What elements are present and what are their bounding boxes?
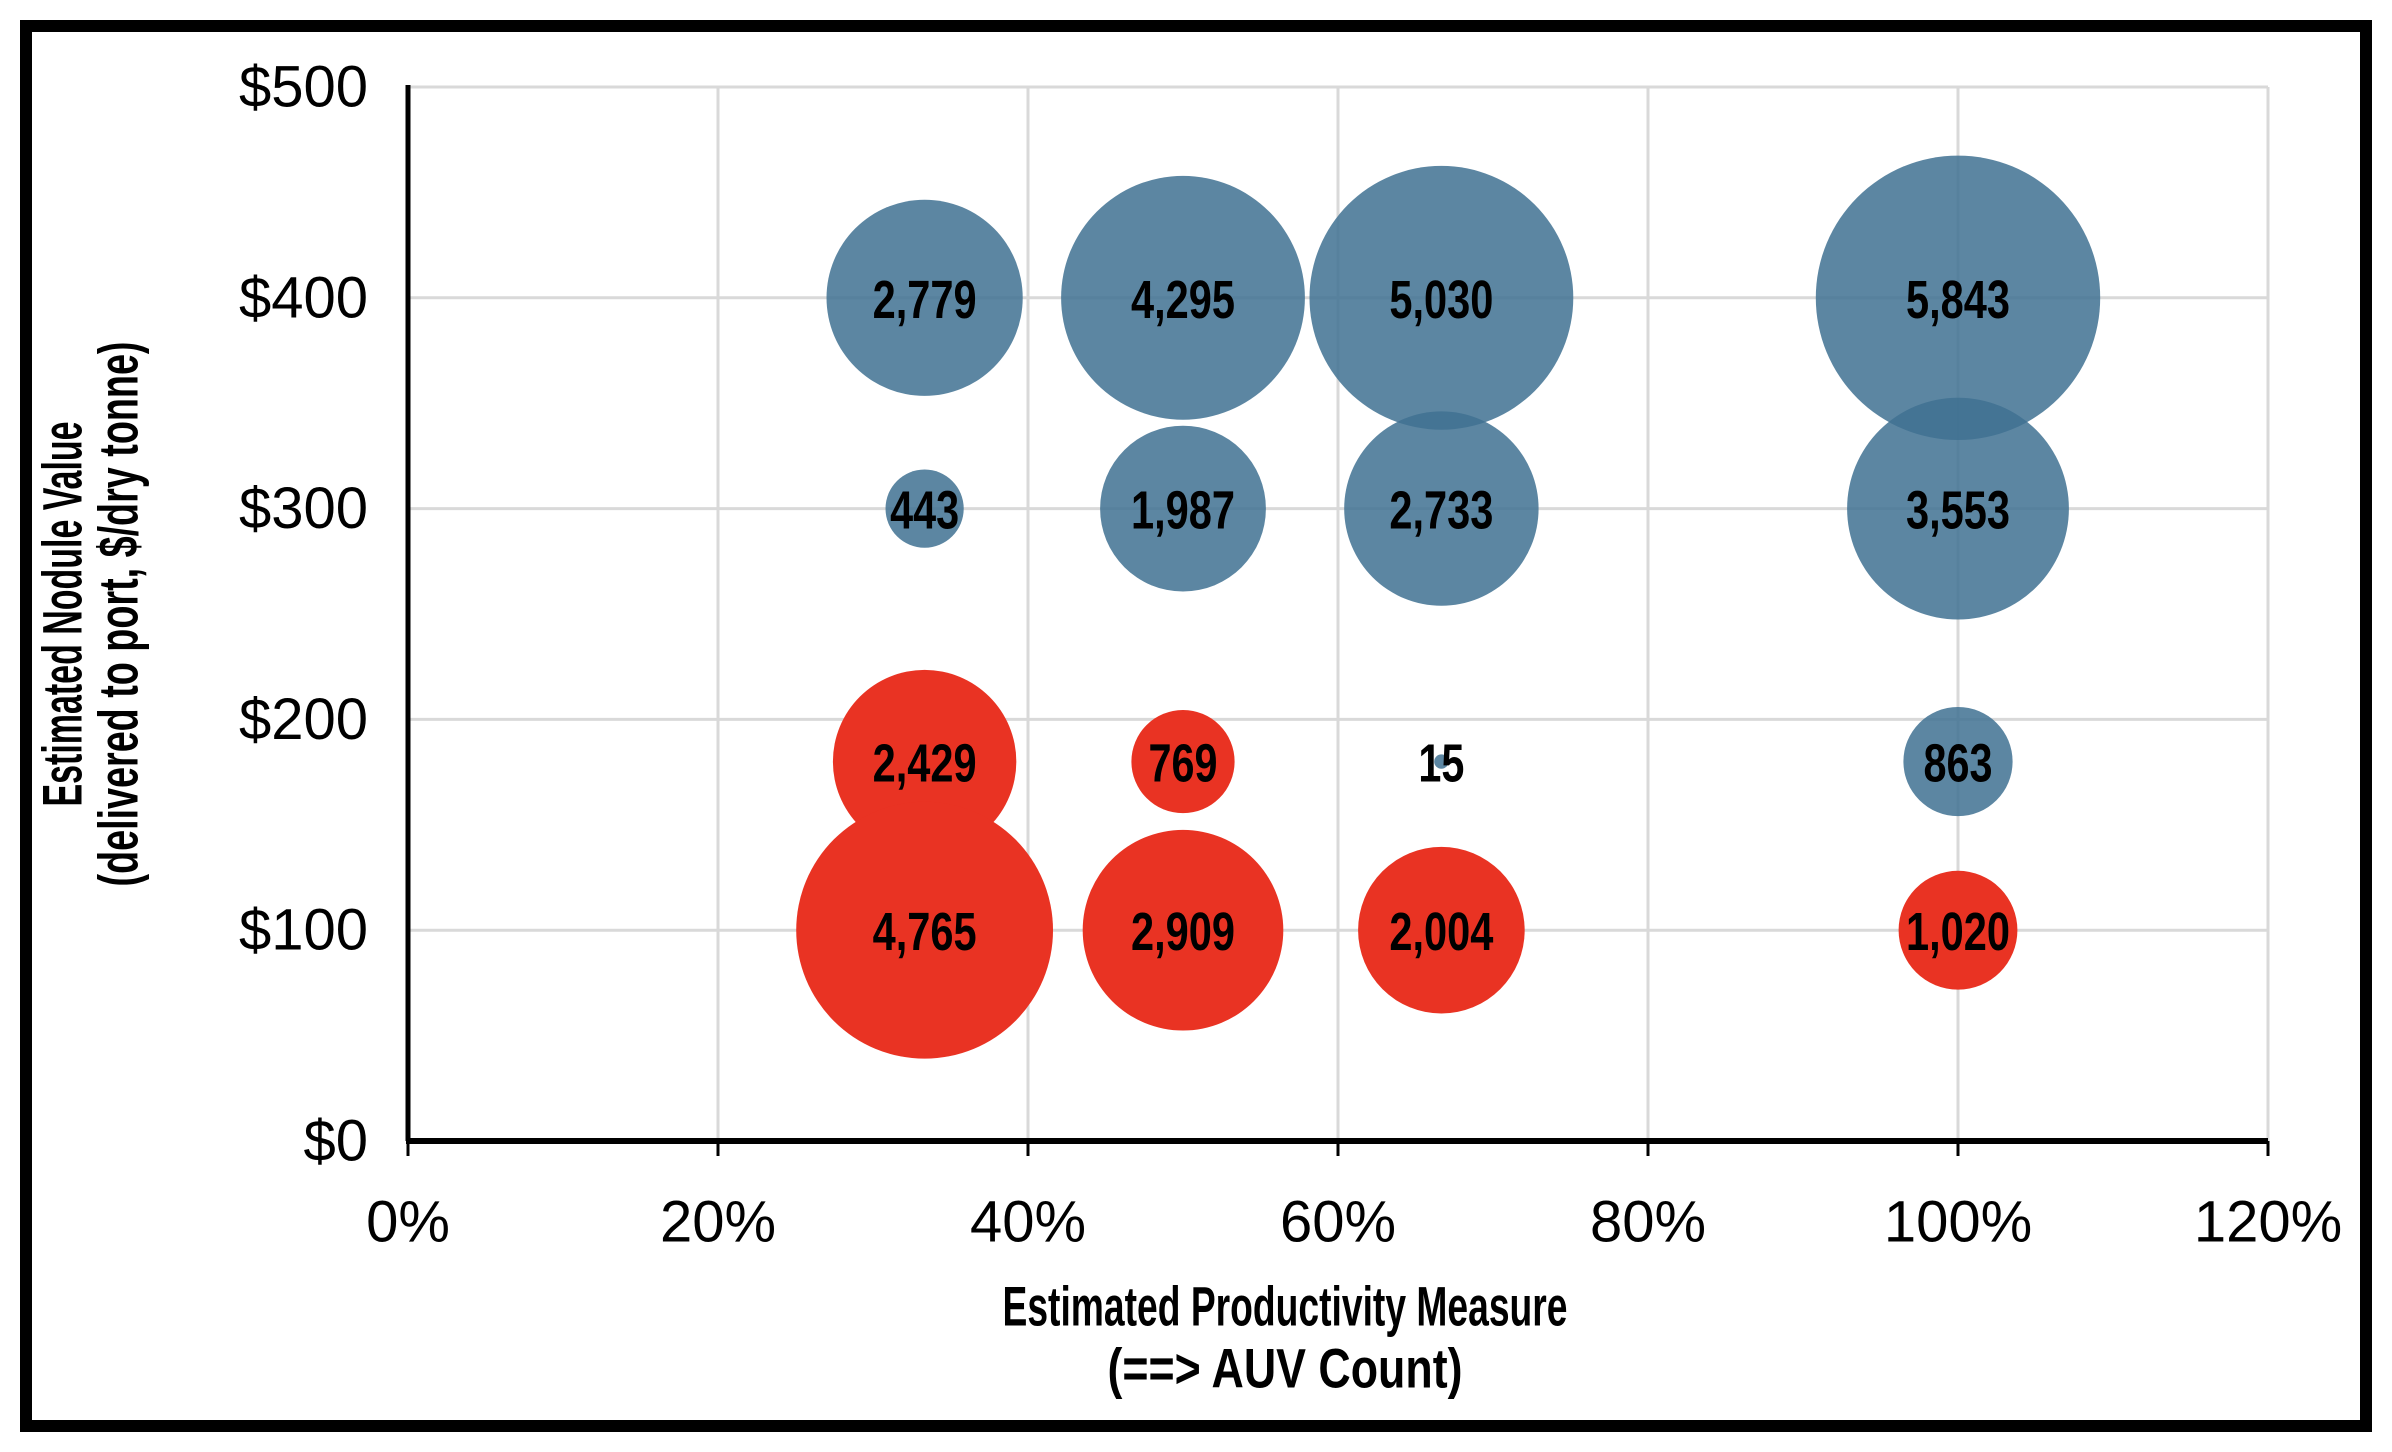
y-tick-label-$100: $100 <box>239 898 368 963</box>
x-tick-label-60%: 60% <box>1280 1190 1396 1255</box>
bubble-label-4,295: 4,295 <box>1131 270 1235 330</box>
chart-frame <box>20 20 2372 1432</box>
bubble-label-4,765: 4,765 <box>873 902 977 962</box>
bubble-red-769 <box>1131 709 1235 814</box>
bubble-blue-5,843 <box>1815 155 2101 441</box>
x-tick-label-80%: 80% <box>1590 1190 1706 1255</box>
x-tick-label-120%: 120% <box>2194 1190 2342 1255</box>
bubble-blue-15 <box>1434 754 1449 769</box>
y-axis-title-line-1: Estimated Nodule Value <box>31 422 94 807</box>
bubble-label-2,733: 2,733 <box>1389 481 1493 541</box>
y-tick-label-$0: $0 <box>303 1109 368 1174</box>
bubble-red-4,765 <box>796 801 1054 1059</box>
bubble-red-2,429 <box>832 669 1017 854</box>
bubble-blue-2,733 <box>1344 411 1539 606</box>
bubble-red-1,020 <box>1898 870 2018 990</box>
bubble-label-2,429: 2,429 <box>873 734 977 794</box>
bubble-label-15: 15 <box>1418 734 1464 794</box>
bubble-blue-863 <box>1903 706 2013 817</box>
bubble-blue-1,987 <box>1100 425 1266 592</box>
bubble-label-2,909: 2,909 <box>1131 902 1235 962</box>
y-tick-label-$400: $400 <box>239 265 368 330</box>
y-axis-title-line-2: (delivered to port, $/dry tonne) <box>87 342 150 887</box>
x-tick-label-40%: 40% <box>970 1190 1086 1255</box>
bubble-blue-443 <box>885 469 964 548</box>
bubble-blue-4,295 <box>1061 175 1305 420</box>
bubble-label-3,553: 3,553 <box>1906 481 2010 541</box>
y-tick-label-$300: $300 <box>239 476 368 541</box>
bubble-label-5,030: 5,030 <box>1389 270 1493 330</box>
bubble-blue-5,030 <box>1309 165 1574 430</box>
bubble-label-443: 443 <box>890 481 959 541</box>
bubble-label-5,843: 5,843 <box>1906 270 2010 330</box>
x-tick-label-100%: 100% <box>1884 1190 2032 1255</box>
bubble-label-2,779: 2,779 <box>873 270 977 330</box>
bubble-label-1,987: 1,987 <box>1131 481 1235 541</box>
bubble-red-2,004 <box>1358 846 1525 1014</box>
bubble-label-2,004: 2,004 <box>1389 902 1493 962</box>
bubble-red-2,909 <box>1082 829 1284 1031</box>
bubble-label-769: 769 <box>1149 734 1218 794</box>
y-tick-label-$200: $200 <box>239 687 368 752</box>
bubble-label-863: 863 <box>1924 734 1993 794</box>
bubble-label-1,020: 1,020 <box>1906 902 2010 962</box>
bubble-blue-3,553 <box>1847 397 2069 620</box>
x-tick-label-0%: 0% <box>366 1190 450 1255</box>
x-axis-title-line-1: Estimated Productivity Measure <box>1003 1275 1568 1338</box>
y-tick-label-$500: $500 <box>239 55 368 120</box>
x-tick-label-20%: 20% <box>660 1190 776 1255</box>
bubble-blue-2,779 <box>826 199 1023 396</box>
x-axis-title-line-2: (==> AUV Count) <box>1108 1337 1463 1400</box>
